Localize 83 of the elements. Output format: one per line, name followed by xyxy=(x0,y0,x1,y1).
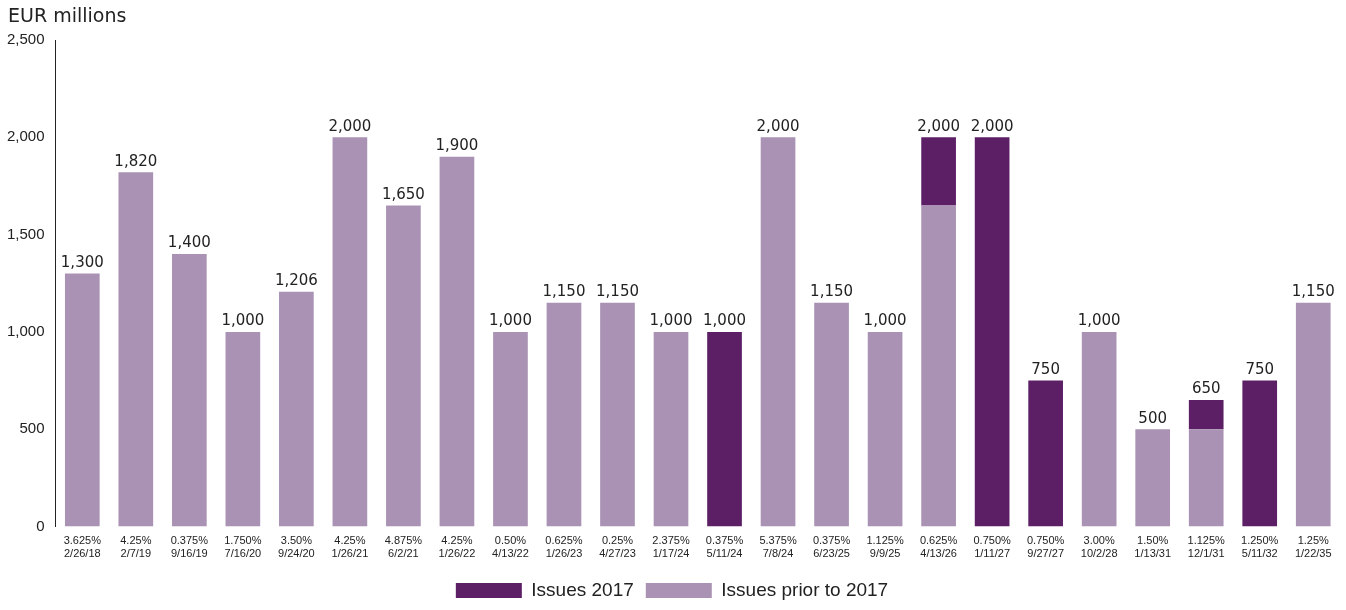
bar xyxy=(1242,380,1278,527)
x-tick-label: 1.125% 12/1/31 xyxy=(1187,534,1226,560)
total-label: 1,150 xyxy=(596,282,639,301)
x-tick-label: 0.375% 9/16/19 xyxy=(170,534,209,560)
total-label: 750 xyxy=(1031,360,1060,379)
bar xyxy=(225,331,261,527)
y-tick-label: 0 xyxy=(36,516,45,534)
bar xyxy=(493,331,528,527)
x-tick-label: 4.25% 2/7/19 xyxy=(120,534,152,560)
y-tick-label: 500 xyxy=(19,419,45,437)
total-label: 2,000 xyxy=(328,116,372,135)
bar xyxy=(1028,380,1063,527)
bar xyxy=(1295,302,1331,527)
total-label: 500 xyxy=(1138,408,1167,427)
total-label: 1,150 xyxy=(542,282,586,301)
total-label: 1,820 xyxy=(114,151,158,170)
x-tick-label: 0.750% 9/27/27 xyxy=(1026,534,1065,560)
total-label: 1,150 xyxy=(1291,282,1335,301)
bar xyxy=(1188,400,1224,430)
bar xyxy=(814,302,849,527)
y-tick-label: 1,500 xyxy=(6,224,45,242)
x-tick-label: 4.25% 1/26/21 xyxy=(331,534,369,560)
bar xyxy=(921,205,956,527)
bar xyxy=(600,302,635,527)
total-label: 2,000 xyxy=(970,116,1014,135)
x-tick-label: 1.50% 1/13/31 xyxy=(1134,534,1172,560)
bar xyxy=(653,331,689,527)
x-tick-label: 0.25% 4/27/23 xyxy=(599,534,636,560)
total-label: 1,000 xyxy=(703,311,746,330)
bar xyxy=(1081,331,1117,527)
bar xyxy=(1135,429,1171,527)
bar xyxy=(974,137,1010,527)
legend-label: Issues prior to 2017 xyxy=(721,578,889,600)
legend-label: Issues 2017 xyxy=(531,578,634,600)
x-tick-label: 4.25% 1/26/22 xyxy=(438,534,476,560)
bar xyxy=(921,137,956,206)
y-axis-title: EUR millions xyxy=(8,4,127,26)
x-tick-label: 1.125% 9/9/25 xyxy=(866,534,904,560)
bar xyxy=(439,156,475,527)
total-label: 1,400 xyxy=(167,233,211,252)
x-tick-label: 4.875% 6/2/21 xyxy=(384,534,423,560)
x-tick-label: 0.375% 5/11/24 xyxy=(705,534,744,560)
total-label: 1,000 xyxy=(488,311,532,330)
x-tick-label: 1.750% 7/16/20 xyxy=(224,534,262,560)
y-tick-label: 2,500 xyxy=(6,30,45,48)
y-tick-label: 2,000 xyxy=(6,127,45,145)
total-label: 1,900 xyxy=(435,136,479,155)
bar xyxy=(1188,429,1224,527)
bar xyxy=(707,331,742,527)
x-tick-label: 0.375% 6/23/25 xyxy=(812,534,851,560)
total-label: 2,000 xyxy=(917,116,961,135)
x-tick-label: 5.375% 7/8/24 xyxy=(759,534,797,560)
x-tick-label: 1.25% 1/22/35 xyxy=(1294,534,1332,560)
bar xyxy=(386,205,421,527)
y-tick-label: 1,000 xyxy=(6,322,45,340)
total-label: 2,000 xyxy=(756,116,800,135)
total-label: 1,300 xyxy=(60,252,104,271)
x-tick-label: 0.625% 4/13/26 xyxy=(919,534,958,560)
total-label: 750 xyxy=(1245,360,1275,379)
bar xyxy=(279,291,314,527)
total-label: 1,000 xyxy=(221,311,265,330)
x-tick-label: 3.625% 2/26/18 xyxy=(63,534,102,560)
x-tick-label: 1.250% 5/11/32 xyxy=(1241,534,1279,560)
total-label: 1,000 xyxy=(1077,311,1121,330)
x-tick-label: 0.50% 4/13/22 xyxy=(492,534,529,560)
total-label: 1,650 xyxy=(381,184,425,203)
x-tick-label: 0.625% 1/26/23 xyxy=(545,534,583,560)
bar xyxy=(172,254,207,527)
bar xyxy=(546,302,582,527)
bar xyxy=(332,137,368,527)
bar xyxy=(64,273,100,527)
total-label: 1,000 xyxy=(649,311,693,330)
x-tick-label: 3.50% 9/24/20 xyxy=(278,534,315,560)
total-label: 1,150 xyxy=(810,282,854,301)
x-tick-label: 2.375% 1/17/24 xyxy=(652,534,690,560)
bar xyxy=(867,331,903,527)
total-label: 650 xyxy=(1191,379,1221,398)
bar xyxy=(118,172,154,527)
x-tick-label: 0.750% 1/11/27 xyxy=(973,534,1011,560)
total-label: 1,000 xyxy=(863,311,907,330)
bar xyxy=(760,137,796,527)
total-label: 1,206 xyxy=(274,271,318,290)
x-tick-label: 3.00% 10/2/28 xyxy=(1080,534,1118,560)
